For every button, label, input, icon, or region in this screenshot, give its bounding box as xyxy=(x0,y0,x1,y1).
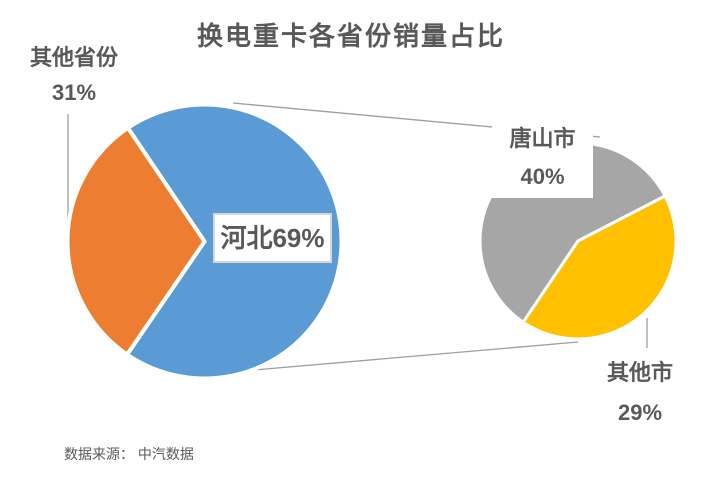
series-line-bottom xyxy=(230,341,579,373)
label-other-provinces-pct: 31% xyxy=(51,80,97,105)
label-other-provinces: 其他省份 31% xyxy=(24,40,124,110)
label-other-provinces-name: 其他省份 xyxy=(29,45,118,70)
label-other-cities-name: 其他市 xyxy=(606,360,673,385)
label-hebei-text: 河北69% xyxy=(220,223,325,253)
secondary-pie-slice-other-cities xyxy=(521,194,678,341)
label-tangshan-pct: 40% xyxy=(520,164,565,189)
source-note: 数据来源： 中汽数据 xyxy=(64,446,194,462)
label-tangshan-name: 唐山市 xyxy=(509,126,576,151)
main-pie-slice-other-provinces xyxy=(65,125,207,357)
label-other-cities: 其他市 29% xyxy=(597,353,683,433)
label-hebei-callout-box: 河北69% xyxy=(213,213,332,263)
chart-title: 换电重卡各省份销量占比 xyxy=(196,21,505,51)
label-other-cities-pct: 29% xyxy=(617,400,663,425)
label-tangshan-box: 唐山市 40% xyxy=(492,116,593,198)
